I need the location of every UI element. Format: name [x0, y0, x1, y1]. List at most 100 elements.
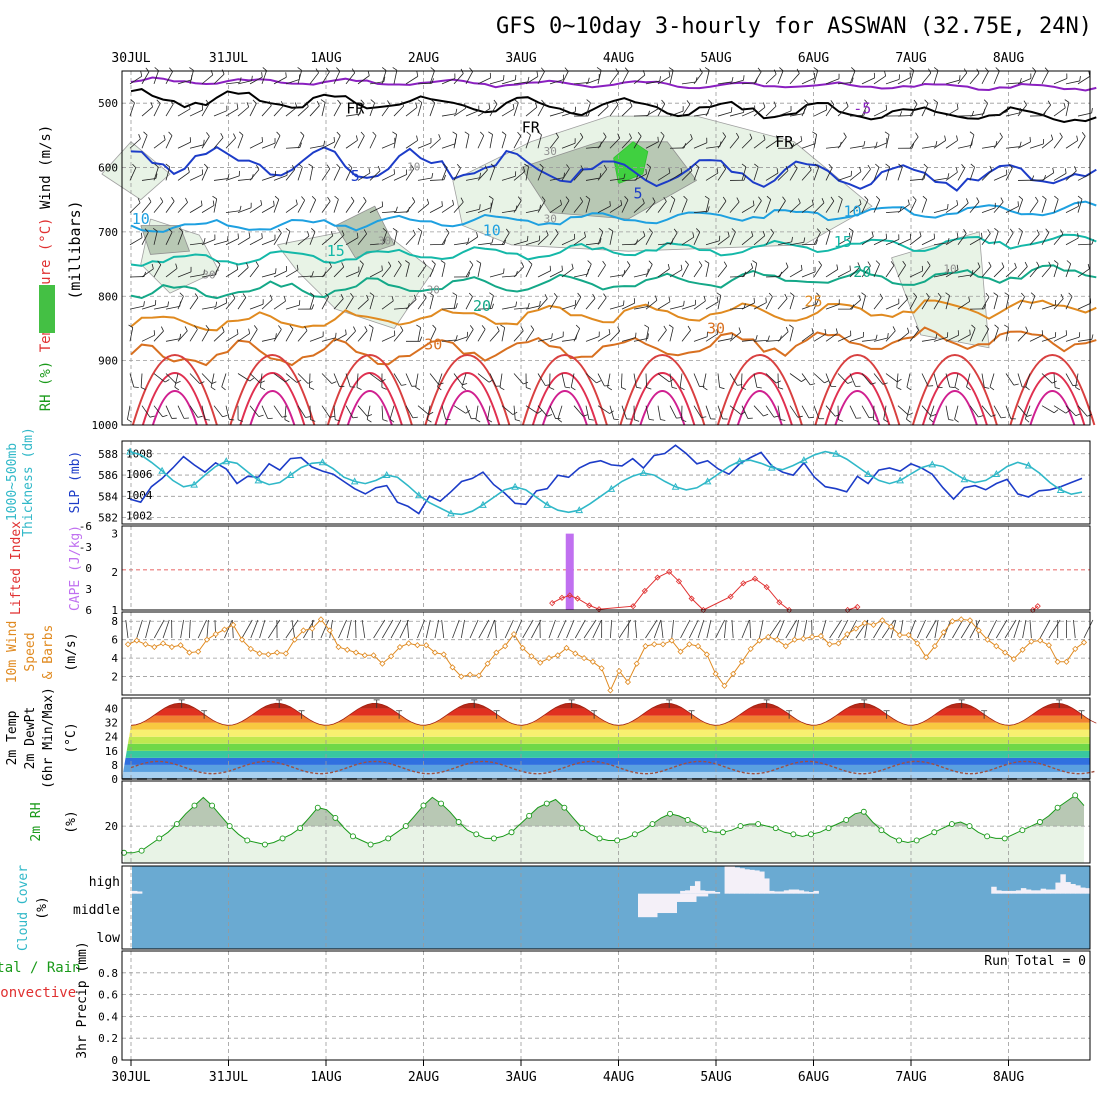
wind-barb	[261, 272, 276, 278]
wind-barb	[561, 200, 570, 213]
wind-barb	[813, 296, 821, 310]
wind-barb-flag	[151, 263, 154, 269]
wind-barb-flag	[331, 381, 337, 384]
cloud-high-bar	[749, 869, 755, 894]
wind-barb	[933, 373, 938, 388]
thickness-point	[382, 471, 391, 479]
wind-barb-flag	[162, 414, 168, 418]
wind-barb-flag	[443, 174, 446, 180]
wind10m-point	[738, 658, 746, 665]
wind-barb	[957, 274, 972, 278]
wind-barb-flag	[260, 199, 263, 206]
wind-barb-flag	[668, 67, 674, 71]
wind-barb-flag	[388, 261, 392, 267]
wind-barb	[705, 301, 719, 310]
cloud-high-bar	[773, 891, 780, 894]
wind-barb	[285, 169, 296, 181]
wind-barb	[417, 203, 430, 213]
thickness-point	[960, 475, 969, 483]
wind10m-barb	[566, 619, 575, 639]
thickness-point	[286, 471, 295, 479]
wind10m-point	[616, 667, 623, 675]
wind-barb	[441, 113, 456, 117]
wind-barb	[237, 333, 250, 342]
wind-barb-flag	[696, 228, 701, 233]
wind-barb	[189, 242, 204, 246]
wind-barb-flag	[368, 324, 374, 329]
wind-barb	[441, 78, 456, 85]
wind-barb	[561, 338, 576, 342]
wind-barb-flag	[584, 231, 586, 238]
wind-barb	[357, 75, 370, 85]
wind10m-point	[791, 636, 798, 643]
cloud-high-bar	[759, 871, 765, 894]
li-point	[854, 603, 861, 611]
wind10m-barb	[206, 619, 209, 639]
contour-label-15: 30	[707, 319, 725, 337]
wind-barb	[909, 70, 915, 84]
cloud-level-low: low	[97, 931, 121, 946]
li-tick--3: -3	[79, 541, 92, 554]
wind-barb	[969, 328, 976, 342]
contour-label-21: 10	[407, 161, 420, 174]
wind-barb-flag	[443, 239, 446, 245]
wind-barb-flag	[194, 325, 198, 330]
wind-barb	[249, 265, 259, 278]
wind-barb	[405, 299, 417, 310]
wind-barb-flag	[743, 107, 745, 113]
wind-barb	[309, 275, 325, 278]
wind-barb-flag	[335, 419, 341, 422]
wind-barb-flag	[923, 174, 926, 180]
wind-barb	[585, 263, 592, 278]
wind-barb	[1041, 265, 1052, 278]
wind-barb	[309, 105, 320, 117]
wind-barb	[237, 106, 249, 117]
wind-barb-flag	[956, 199, 959, 206]
wind-barb	[393, 307, 408, 310]
wind-barb-flag	[1053, 409, 1059, 414]
wind-barb-flag	[476, 260, 481, 264]
wind-barb	[585, 199, 591, 213]
li-frame	[121, 525, 1091, 611]
wind-barb	[813, 333, 827, 342]
wind10m-point	[203, 636, 211, 643]
wind-tick-2: 2	[111, 671, 118, 684]
wind-barb-flag	[296, 264, 299, 270]
wind-barb-flag	[415, 386, 421, 391]
wind-barb	[237, 267, 249, 278]
top-date-8AUG: 8AUG	[993, 51, 1024, 66]
temp-band-0	[122, 771, 1090, 779]
wind-barb-flag	[993, 292, 998, 296]
wind-barb	[861, 405, 870, 418]
wind-barb	[345, 200, 355, 213]
bottom-date-1AUG: 1AUG	[310, 1070, 341, 1085]
wind-barb	[957, 233, 967, 246]
wind-barb-flag	[275, 268, 277, 274]
wind-barb-flag	[382, 419, 388, 422]
rh-point	[350, 833, 356, 840]
wind-barb-flag	[803, 237, 806, 243]
wind10m-barb	[478, 619, 490, 639]
wind-barb	[969, 134, 975, 149]
surface-contour	[1009, 354, 1096, 426]
wind-barb-flag	[871, 231, 874, 237]
wind10m-barb	[724, 619, 727, 639]
wind-barb	[597, 205, 611, 213]
wind-barb-flag	[555, 132, 559, 138]
rh-point	[1072, 792, 1079, 799]
wind-barb	[489, 295, 494, 310]
wind-barb	[165, 166, 171, 181]
wind-barb	[477, 77, 491, 85]
wind-barb-flag	[782, 196, 786, 202]
wind-barb	[825, 78, 840, 85]
wind-barb-flag	[521, 262, 525, 268]
surface-contour	[424, 354, 511, 426]
wind-barb-flag	[902, 260, 906, 266]
wind-barb	[525, 76, 539, 85]
wind-barb-flag	[363, 229, 367, 234]
wind-barb	[597, 169, 607, 181]
wind-barb	[525, 134, 531, 149]
wind-barb-flag	[130, 99, 135, 104]
temp-minmax-mark	[688, 710, 695, 719]
